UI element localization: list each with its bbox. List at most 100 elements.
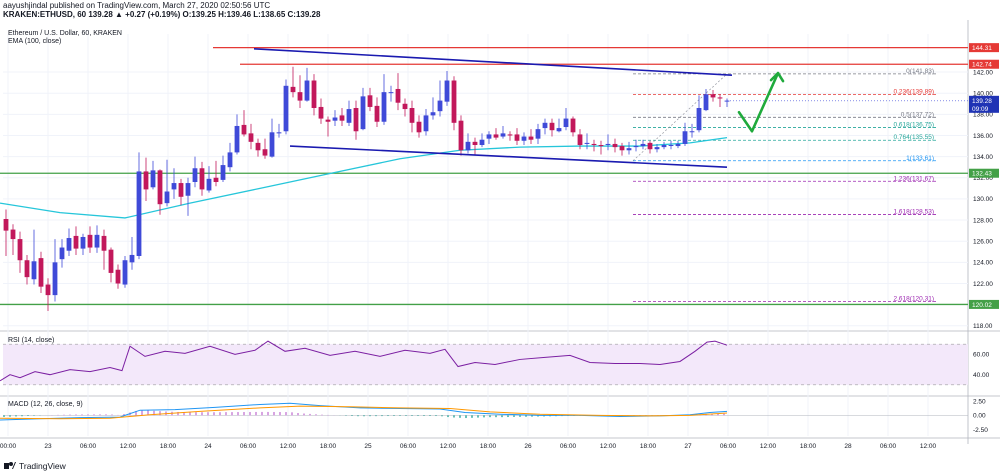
level-price-label: 132.43 — [972, 171, 992, 178]
candle — [3, 209, 9, 256]
candle-body — [3, 219, 9, 231]
candle-body — [451, 80, 457, 123]
time-tick-label: 18:00 — [800, 443, 817, 450]
candle-body — [157, 170, 163, 205]
candle-body — [10, 229, 16, 240]
candle-body — [437, 100, 443, 112]
candle-body — [206, 178, 212, 191]
candle — [472, 137, 478, 155]
candle — [227, 142, 233, 172]
price-tick-label: 142.00 — [973, 69, 993, 76]
candle — [654, 143, 660, 153]
time-tick-label: 23 — [44, 443, 52, 450]
candle-body — [388, 92, 394, 94]
candle — [591, 139, 597, 152]
publish-info: aayushjindal published on TradingView.co… — [3, 1, 271, 10]
candle — [129, 236, 135, 270]
candle-body — [339, 115, 345, 121]
candle — [360, 87, 366, 131]
candle — [206, 166, 212, 193]
candle-body — [220, 165, 226, 180]
candle — [584, 133, 590, 150]
candle-body — [80, 236, 86, 249]
candle — [10, 224, 16, 255]
candle-body — [262, 149, 268, 156]
candle — [710, 90, 716, 102]
candle-body — [66, 238, 72, 251]
candle — [409, 100, 415, 133]
candle-body — [45, 284, 51, 296]
candle — [185, 177, 191, 216]
level-price-label: 142.74 — [972, 62, 992, 69]
candle-body — [528, 136, 534, 140]
candle-body — [710, 94, 716, 98]
candle-body — [640, 143, 646, 147]
candle-body — [626, 148, 632, 151]
candle-body — [31, 261, 37, 280]
candle-body — [549, 122, 555, 131]
candle — [80, 233, 86, 255]
candle — [577, 129, 583, 150]
level-price-tag — [969, 168, 999, 178]
candle — [444, 71, 450, 106]
price-tick-label: 124.00 — [973, 260, 993, 267]
rsi-tick-label: 40.00 — [973, 372, 990, 379]
channel-upper-line — [253, 48, 733, 77]
candle — [598, 140, 604, 155]
candle-body — [556, 128, 562, 132]
candle-body — [192, 168, 198, 182]
candle-body — [318, 106, 324, 119]
time-tick-label: 12:00 — [440, 443, 457, 450]
candle — [52, 239, 58, 302]
time-tick-label: 06:00 — [400, 443, 417, 450]
candle-body — [416, 121, 422, 133]
candle — [87, 226, 93, 253]
candle — [458, 115, 464, 156]
candle-body — [178, 183, 184, 197]
candle — [430, 97, 436, 120]
fib-label: 0.236(139.89) — [894, 88, 934, 95]
candle — [290, 66, 296, 98]
candle — [339, 108, 345, 126]
price-tick-label: 136.00 — [973, 133, 993, 140]
time-tick-label: 06:00 — [880, 443, 897, 450]
time-tick-label: 06:00 — [240, 443, 257, 450]
candle — [220, 155, 226, 182]
symbol-ohlc-line: KRAKEN:ETHUSD, 60 139.28 ▲ +0.27 (+0.19%… — [3, 10, 321, 19]
candle-body — [409, 108, 415, 123]
time-tick-label: 26 — [524, 443, 532, 450]
candle-body — [164, 191, 170, 204]
macd-tick-label: 0.00 — [973, 413, 986, 420]
candle — [94, 225, 100, 253]
candle-body — [647, 142, 653, 150]
candle-body — [591, 143, 597, 145]
rsi-legend: RSI (14, close) — [8, 337, 54, 344]
candle-body — [514, 134, 520, 141]
candle — [528, 129, 534, 144]
candle — [563, 108, 569, 131]
ema-100-line — [0, 136, 728, 219]
candle — [696, 95, 702, 133]
candle-body — [108, 249, 114, 273]
fib-label: 1(133.61) — [906, 155, 934, 162]
candle-body — [227, 152, 233, 168]
candle-body — [542, 122, 548, 129]
candle-body — [276, 132, 282, 134]
candle-body — [304, 80, 310, 101]
candle — [122, 256, 128, 288]
candles — [3, 66, 730, 311]
candle — [535, 123, 541, 144]
candle-body — [185, 183, 191, 196]
candle — [640, 139, 646, 150]
candle-body — [430, 112, 436, 116]
candle-body — [577, 134, 583, 145]
candle-body — [234, 125, 240, 153]
candle — [241, 110, 247, 137]
price-tick-label: 122.00 — [973, 281, 993, 288]
candle — [647, 140, 653, 154]
candle — [570, 116, 576, 137]
candle — [633, 139, 639, 152]
price-tick-label: 134.00 — [973, 154, 993, 161]
candle — [157, 169, 163, 215]
candle — [542, 118, 548, 135]
